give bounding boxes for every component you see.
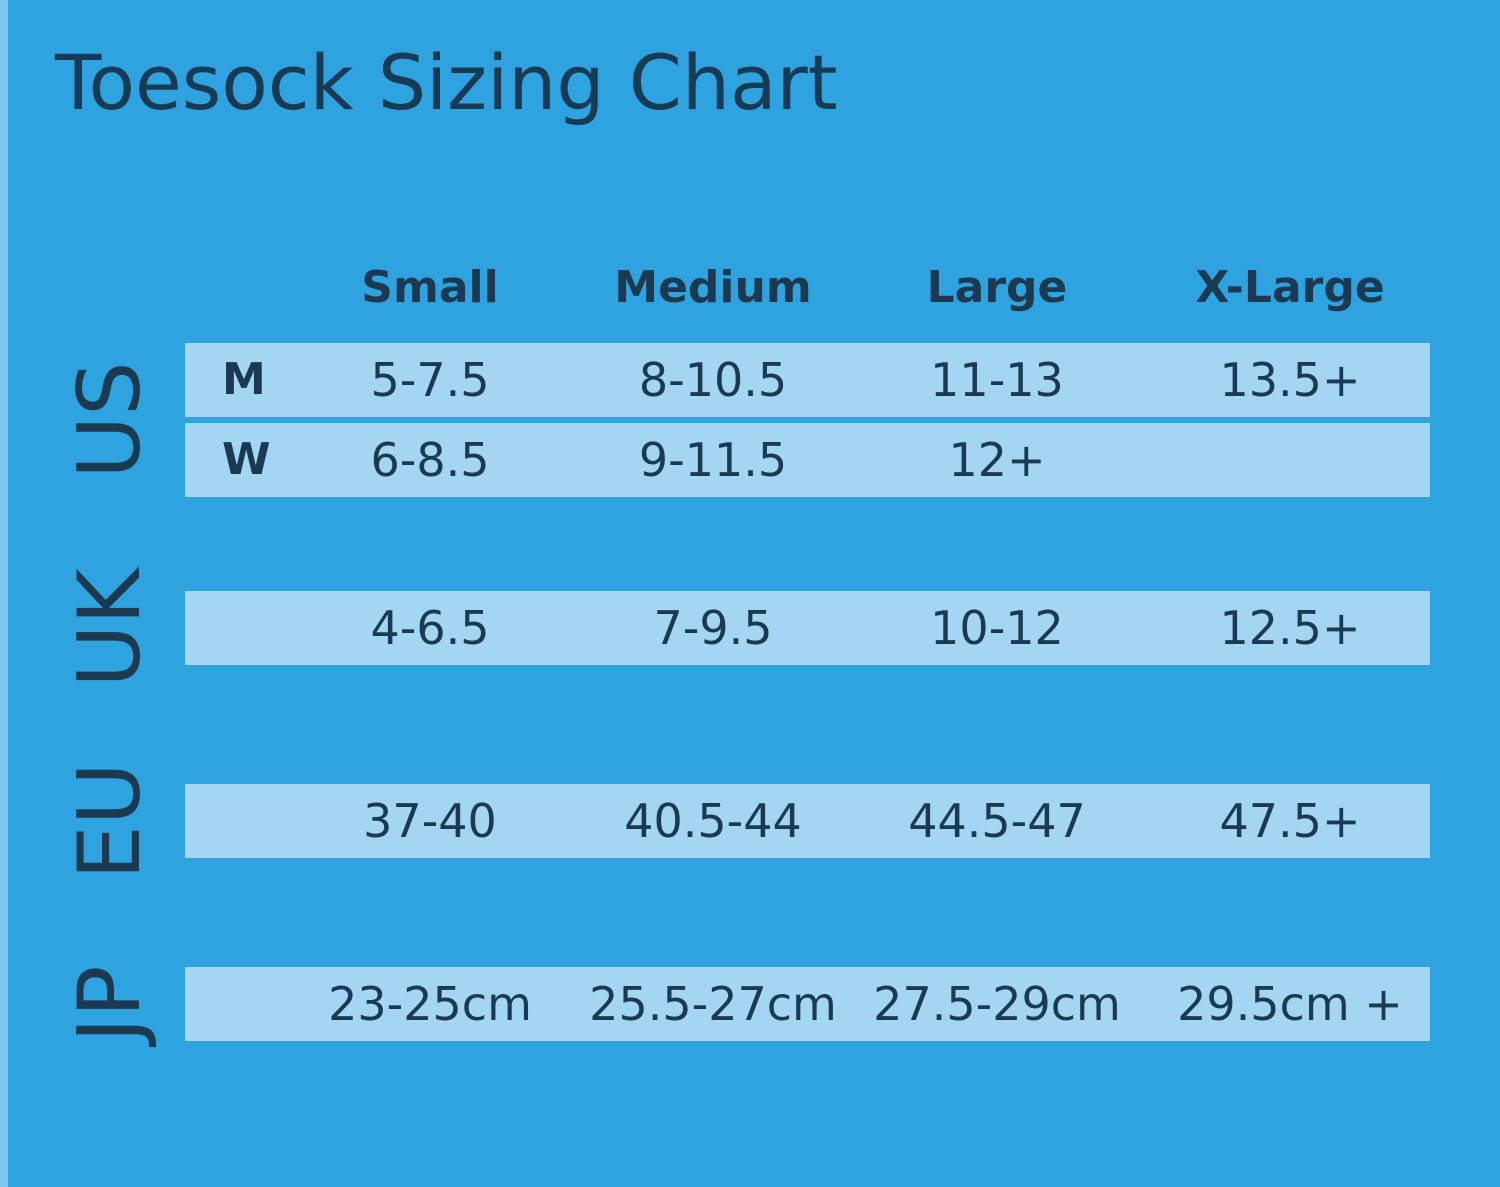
size-cell: 9-11.5	[638, 433, 788, 487]
row-band	[185, 423, 1430, 497]
region-label: EU	[60, 762, 160, 880]
size-cell: 6-8.5	[370, 433, 490, 487]
row-label: M	[222, 354, 266, 405]
region-label: JP	[60, 965, 160, 1043]
size-cell: 12+	[948, 433, 1046, 487]
size-cell: 4-6.5	[370, 601, 490, 655]
size-cell: 11-13	[930, 353, 1064, 407]
region-label: UK	[60, 568, 160, 688]
size-cell: 40.5-44	[624, 794, 802, 848]
size-cell: 5-7.5	[370, 353, 490, 407]
size-cell: 23-25cm	[328, 977, 532, 1031]
row-band	[185, 784, 1430, 858]
size-cell: 12.5+	[1219, 601, 1361, 655]
size-cell: 27.5-29cm	[873, 977, 1121, 1031]
row-band	[185, 343, 1430, 417]
column-header: Large	[926, 262, 1068, 313]
column-header: Medium	[614, 262, 812, 313]
row-label: W	[222, 434, 271, 485]
edge	[0, 0, 8, 1187]
column-header: Small	[361, 262, 499, 313]
size-cell: 47.5+	[1219, 794, 1361, 848]
size-cell: 29.5cm +	[1177, 977, 1403, 1031]
row-band	[185, 967, 1430, 1041]
size-cell: 7-9.5	[653, 601, 773, 655]
size-cell: 13.5+	[1219, 353, 1361, 407]
region-label: US	[60, 361, 160, 479]
column-header: X-Large	[1195, 262, 1385, 313]
size-cell: 8-10.5	[638, 353, 788, 407]
size-cell: 44.5-47	[908, 794, 1086, 848]
size-cell: 25.5-27cm	[589, 977, 837, 1031]
size-cell: 37-40	[363, 794, 497, 848]
row-band	[185, 591, 1430, 665]
size-cell: 10-12	[930, 601, 1064, 655]
title: Toesock Sizing Chart	[55, 38, 838, 127]
